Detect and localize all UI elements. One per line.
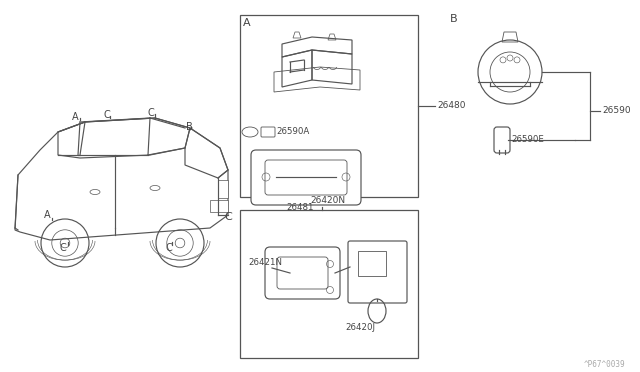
Text: A: A <box>72 112 79 122</box>
Text: C: C <box>60 243 67 253</box>
FancyBboxPatch shape <box>277 257 328 289</box>
FancyBboxPatch shape <box>240 210 418 358</box>
Text: 26590A: 26590A <box>276 127 309 136</box>
FancyBboxPatch shape <box>494 127 510 153</box>
Text: 26420J: 26420J <box>345 323 375 332</box>
FancyBboxPatch shape <box>348 241 407 303</box>
Text: 26481: 26481 <box>286 203 314 212</box>
Text: 26590E: 26590E <box>511 135 544 144</box>
FancyBboxPatch shape <box>261 127 275 137</box>
Text: 26420N: 26420N <box>310 196 345 205</box>
Text: 26421N: 26421N <box>248 258 282 267</box>
Text: 26590: 26590 <box>602 106 630 115</box>
Text: ^P67^0039: ^P67^0039 <box>584 360 625 369</box>
Text: C: C <box>224 212 232 222</box>
FancyBboxPatch shape <box>210 200 228 212</box>
Text: B: B <box>450 14 458 24</box>
Text: C: C <box>148 108 155 118</box>
Text: A: A <box>243 18 251 28</box>
FancyBboxPatch shape <box>265 160 347 195</box>
FancyBboxPatch shape <box>218 180 228 198</box>
Text: B: B <box>186 122 193 132</box>
Text: 26480: 26480 <box>437 101 465 110</box>
FancyBboxPatch shape <box>240 15 418 197</box>
Text: C: C <box>165 243 172 253</box>
FancyBboxPatch shape <box>358 251 386 276</box>
FancyBboxPatch shape <box>251 150 361 205</box>
FancyBboxPatch shape <box>265 247 340 299</box>
Text: A: A <box>44 210 51 220</box>
Text: C: C <box>103 110 109 120</box>
